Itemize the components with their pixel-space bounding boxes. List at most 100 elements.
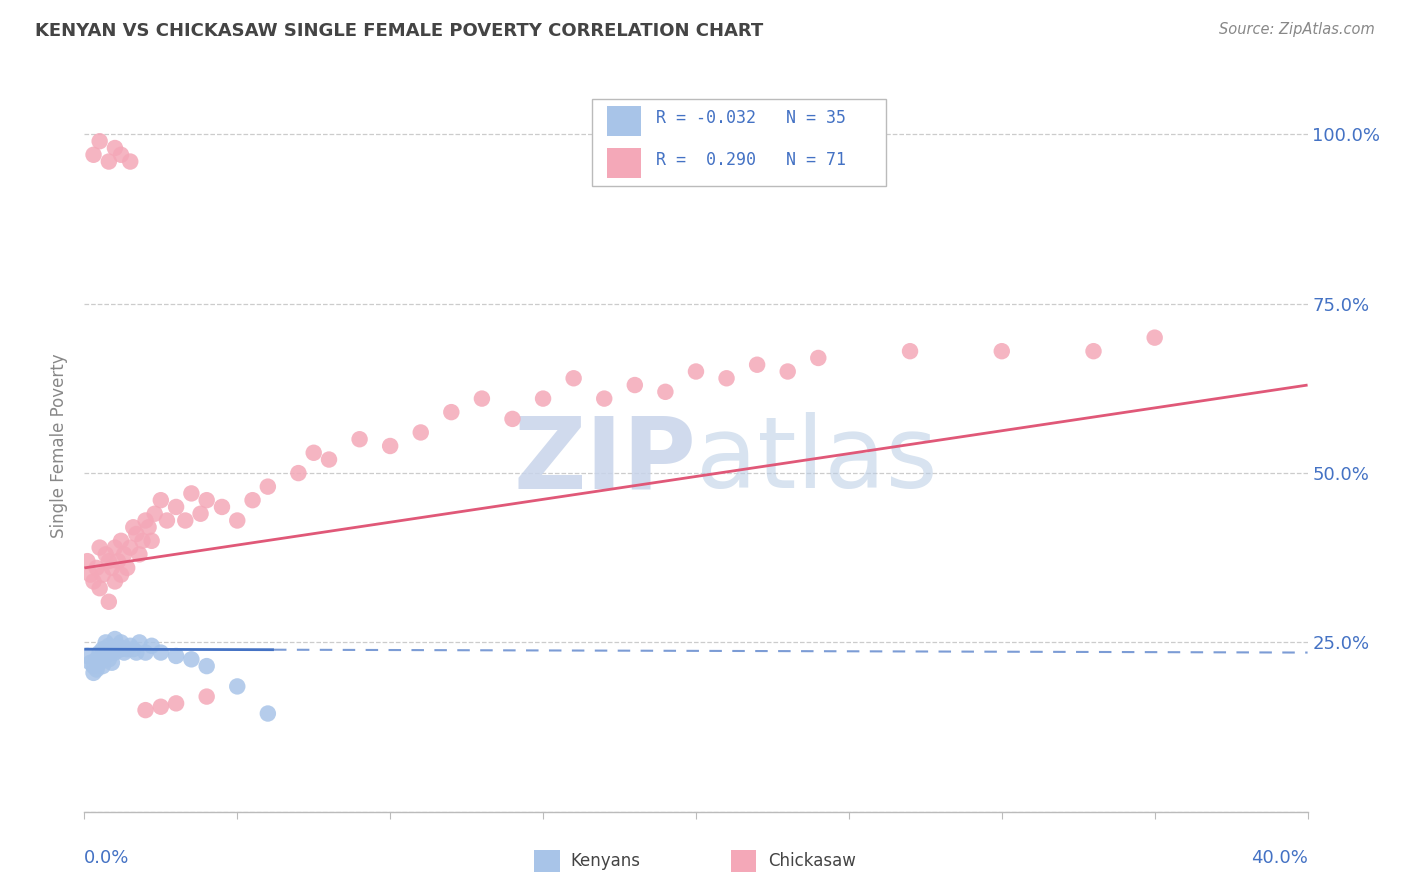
Point	[165, 697, 187, 711]
Point	[190, 507, 212, 521]
Point	[83, 665, 105, 680]
Point	[76, 648, 98, 663]
Point	[440, 405, 463, 419]
Text: 0.0%: 0.0%	[84, 849, 129, 867]
Point	[104, 646, 127, 660]
Point	[86, 652, 108, 666]
Point	[101, 642, 124, 657]
Point	[128, 547, 150, 561]
Point	[91, 642, 114, 657]
Point	[110, 148, 132, 162]
Point	[531, 392, 554, 406]
Point	[471, 392, 494, 406]
Point	[174, 514, 197, 528]
Point	[318, 452, 340, 467]
Point	[226, 514, 249, 528]
Point	[716, 371, 738, 385]
Point	[195, 690, 218, 704]
Point	[76, 554, 98, 568]
Point	[115, 642, 138, 657]
Point	[94, 635, 117, 649]
Point	[97, 652, 120, 666]
Point	[211, 500, 233, 514]
Text: R = -0.032   N = 35: R = -0.032 N = 35	[655, 109, 845, 127]
Point	[776, 364, 799, 378]
Point	[79, 656, 101, 670]
Point	[654, 384, 676, 399]
Point	[104, 632, 127, 646]
Point	[97, 595, 120, 609]
Point	[165, 500, 187, 514]
Point	[242, 493, 264, 508]
Point	[91, 659, 114, 673]
Point	[131, 533, 153, 548]
Point	[120, 541, 142, 555]
Point	[101, 561, 124, 575]
Point	[110, 533, 132, 548]
Point	[287, 466, 309, 480]
Point	[991, 344, 1014, 359]
Point	[97, 639, 120, 653]
Text: atlas: atlas	[696, 412, 938, 509]
Point	[115, 561, 138, 575]
Point	[257, 706, 280, 721]
Point	[141, 639, 163, 653]
Point	[195, 659, 218, 673]
Point	[107, 554, 129, 568]
Text: Chickasaw: Chickasaw	[768, 852, 855, 870]
Point	[195, 493, 218, 508]
Point	[257, 480, 280, 494]
Point	[125, 646, 148, 660]
Point	[141, 533, 163, 548]
Point	[86, 663, 108, 677]
Point	[138, 520, 160, 534]
Point	[91, 567, 114, 582]
Point	[101, 656, 124, 670]
Point	[83, 574, 105, 589]
Bar	[606, 148, 641, 178]
FancyBboxPatch shape	[592, 99, 886, 186]
Point	[502, 412, 524, 426]
Point	[1083, 344, 1105, 359]
Point	[226, 680, 249, 694]
Point	[1143, 331, 1166, 345]
Y-axis label: Single Female Poverty: Single Female Poverty	[51, 354, 69, 538]
Point	[135, 514, 157, 528]
Point	[807, 351, 830, 365]
Point	[143, 507, 166, 521]
Point	[562, 371, 585, 385]
Point	[97, 154, 120, 169]
Point	[380, 439, 402, 453]
Point	[593, 392, 616, 406]
Point	[104, 574, 127, 589]
Text: 40.0%: 40.0%	[1251, 849, 1308, 867]
Point	[180, 652, 202, 666]
Point	[94, 648, 117, 663]
Point	[128, 635, 150, 649]
Point	[89, 134, 111, 148]
Point	[110, 635, 132, 649]
Point	[120, 639, 142, 653]
Point	[409, 425, 432, 440]
Text: Source: ZipAtlas.com: Source: ZipAtlas.com	[1219, 22, 1375, 37]
Point	[149, 646, 172, 660]
Bar	[606, 105, 641, 136]
Point	[79, 567, 101, 582]
Point	[165, 648, 187, 663]
Point	[83, 148, 105, 162]
Point	[110, 567, 132, 582]
Point	[149, 699, 172, 714]
Point	[107, 639, 129, 653]
Point	[125, 527, 148, 541]
Point	[104, 141, 127, 155]
Point	[83, 659, 105, 673]
Point	[86, 561, 108, 575]
Text: ZIP: ZIP	[513, 412, 696, 509]
Text: Kenyans: Kenyans	[571, 852, 641, 870]
Point	[349, 432, 371, 446]
Point	[624, 378, 647, 392]
Point	[898, 344, 921, 359]
Point	[120, 154, 142, 169]
Point	[89, 646, 111, 660]
Point	[747, 358, 769, 372]
